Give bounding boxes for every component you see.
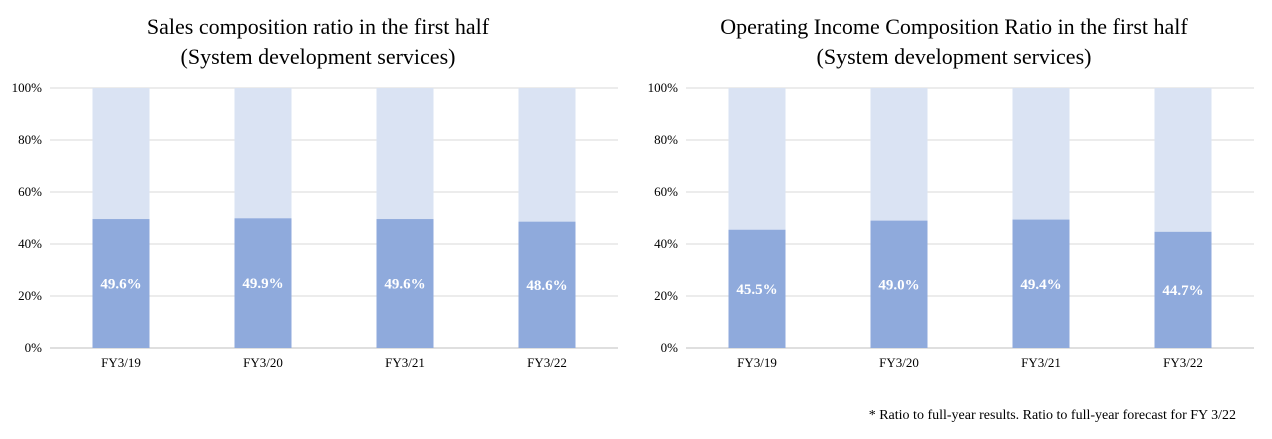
bar-remainder: [234, 88, 292, 219]
data-label: 49.0%: [878, 277, 919, 293]
data-label: 48.6%: [526, 278, 567, 294]
sales-composition-chart: Sales composition ratio in the first hal…: [0, 0, 636, 400]
bar-remainder: [376, 88, 434, 220]
x-tick-label: FY3/19: [737, 355, 777, 370]
bar-first-half: [1154, 231, 1212, 348]
y-tick-label: 20%: [18, 288, 42, 303]
bar-first-half: [518, 221, 576, 348]
chart-title-line1: Operating Income Composition Ratio in th…: [720, 14, 1188, 39]
data-label: 49.6%: [100, 277, 141, 293]
x-tick-label: FY3/20: [243, 355, 283, 370]
bar-remainder: [518, 88, 576, 222]
y-tick-label: 100%: [12, 80, 43, 95]
bar-first-half: [870, 220, 928, 348]
bar-first-half: [234, 218, 292, 348]
x-tick-label: FY3/20: [879, 355, 919, 370]
x-tick-label: FY3/21: [385, 355, 425, 370]
y-tick-label: 60%: [18, 184, 42, 199]
chart-title-line2: (System development services): [816, 44, 1092, 69]
bar-remainder: [728, 88, 786, 230]
data-label: 45.5%: [736, 282, 777, 298]
bar-first-half: [1012, 219, 1070, 348]
chart-plot: 0% 20% 40% 60% 80% 100% 49.6% FY3/19 49.9% FY3/20…: [12, 80, 618, 370]
y-tick-label: 60%: [654, 184, 678, 199]
bar-remainder: [92, 88, 150, 220]
y-tick-label: 80%: [654, 132, 678, 147]
y-tick-label: 40%: [18, 236, 42, 251]
data-label: 44.7%: [1162, 283, 1203, 299]
chart-title-line2: (System development services): [180, 44, 456, 69]
chart-title-line1: Sales composition ratio in the first hal…: [146, 14, 490, 39]
bar-remainder: [1154, 88, 1212, 232]
footnote: * Ratio to full-year results. Ratio to f…: [868, 408, 1236, 423]
data-label: 49.6%: [384, 277, 425, 293]
x-tick-label: FY3/22: [527, 355, 567, 370]
y-tick-label: 0%: [25, 340, 43, 355]
data-label: 49.9%: [242, 276, 283, 292]
y-tick-label: 0%: [661, 340, 679, 355]
x-tick-label: FY3/19: [101, 355, 141, 370]
bar-first-half: [92, 219, 150, 348]
y-tick-label: 100%: [648, 80, 679, 95]
y-tick-label: 40%: [654, 236, 678, 251]
bar-first-half: [728, 229, 786, 348]
chart-plot: 0% 20% 40% 60% 80% 100% 45.5% FY3/19 49.0% FY3/20…: [648, 80, 1254, 370]
data-label: 49.4%: [1020, 277, 1061, 293]
chart-title: Operating Income Composition Ratio in th…: [636, 12, 1272, 72]
operating-income-composition-chart: Operating Income Composition Ratio in th…: [636, 0, 1272, 400]
bar-remainder: [1012, 88, 1070, 220]
x-tick-label: FY3/21: [1021, 355, 1061, 370]
bar-first-half: [376, 219, 434, 348]
chart-title: Sales composition ratio in the first hal…: [0, 12, 636, 72]
y-tick-label: 80%: [18, 132, 42, 147]
bar-remainder: [870, 88, 928, 221]
y-tick-label: 20%: [654, 288, 678, 303]
x-tick-label: FY3/22: [1163, 355, 1203, 370]
